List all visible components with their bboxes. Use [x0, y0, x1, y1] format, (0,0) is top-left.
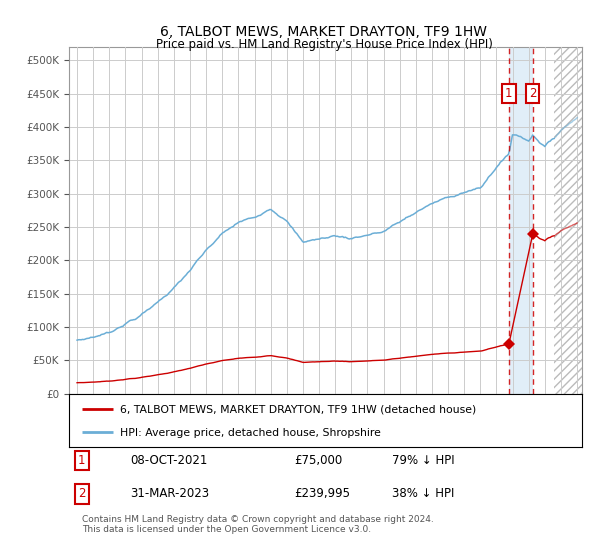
- Text: HPI: Average price, detached house, Shropshire: HPI: Average price, detached house, Shro…: [121, 428, 381, 438]
- Text: Contains HM Land Registry data © Crown copyright and database right 2024.
This d: Contains HM Land Registry data © Crown c…: [82, 515, 434, 534]
- Text: £239,995: £239,995: [295, 487, 351, 500]
- Text: 2: 2: [78, 487, 86, 500]
- Text: 1: 1: [78, 454, 86, 467]
- Text: 79% ↓ HPI: 79% ↓ HPI: [392, 454, 455, 467]
- Text: 08-OCT-2021: 08-OCT-2021: [131, 454, 208, 467]
- Bar: [554, 47, 582, 394]
- Text: Price paid vs. HM Land Registry's House Price Index (HPI): Price paid vs. HM Land Registry's House …: [155, 38, 493, 50]
- Text: £75,000: £75,000: [295, 454, 343, 467]
- Bar: [509, 47, 533, 394]
- Text: 1: 1: [505, 87, 512, 100]
- Text: 38% ↓ HPI: 38% ↓ HPI: [392, 487, 455, 500]
- Text: 6, TALBOT MEWS, MARKET DRAYTON, TF9 1HW: 6, TALBOT MEWS, MARKET DRAYTON, TF9 1HW: [161, 25, 487, 39]
- Text: 31-MAR-2023: 31-MAR-2023: [131, 487, 209, 500]
- Text: 6, TALBOT MEWS, MARKET DRAYTON, TF9 1HW (detached house): 6, TALBOT MEWS, MARKET DRAYTON, TF9 1HW …: [121, 405, 476, 415]
- Text: 2: 2: [529, 87, 536, 100]
